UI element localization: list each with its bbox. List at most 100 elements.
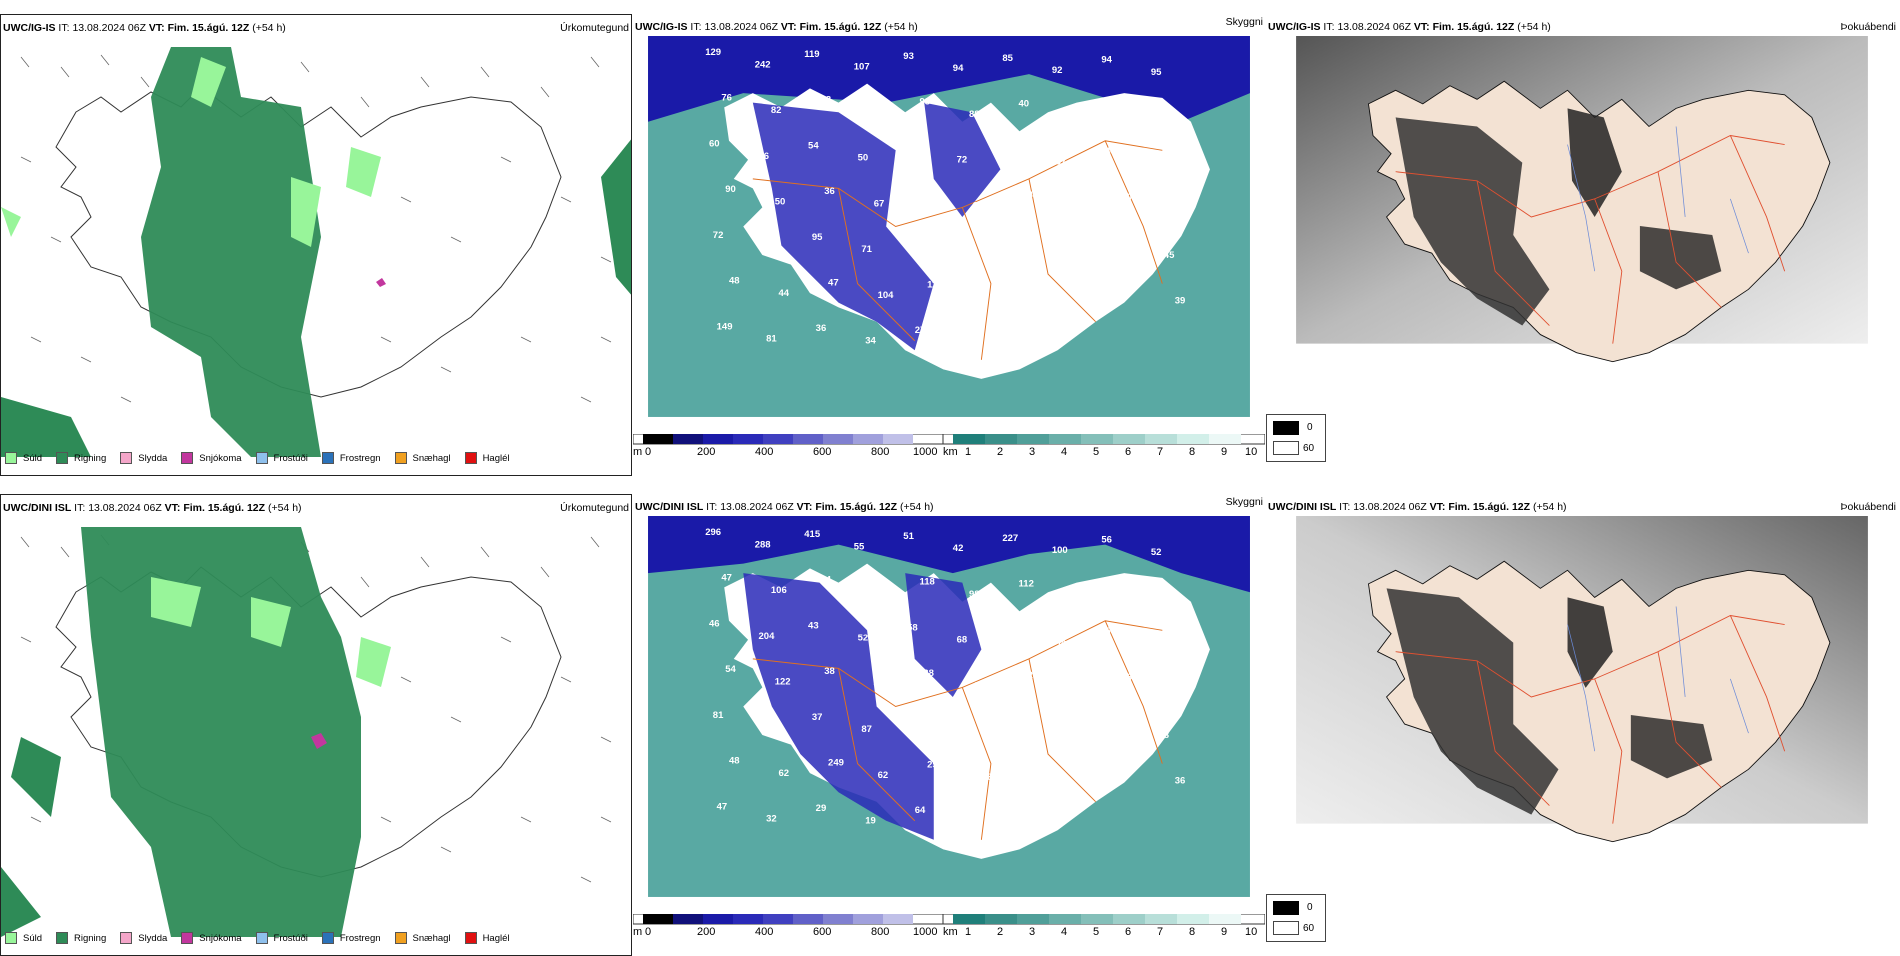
rivers: [1567, 126, 1749, 272]
km-tick: 1: [965, 446, 972, 458]
km-tick: 6: [1125, 446, 1132, 458]
panel-header: UWC/IG-IS IT: 13.08.2024 06Z VT: Fim. 15…: [1, 15, 631, 45]
visibility-value: 66: [1109, 238, 1120, 249]
precip-map: [1, 47, 631, 457]
fog-key-dark-label: 0: [1307, 902, 1313, 913]
visibility-value: 44: [779, 288, 790, 299]
precip-panel-dini: UWC/DINI ISL IT: 13.08.2024 06Z VT: Fim.…: [0, 494, 632, 956]
visibility-value: 72: [957, 155, 968, 166]
legend-item: Slydda: [120, 452, 167, 464]
visibility-value: 81: [766, 334, 777, 345]
km-colorbar-strip: [943, 434, 1265, 445]
km-colorbar: km 1 2 3 4 5 6 7 8 9 10: [943, 914, 1265, 944]
header-text: UWC/DINI ISL IT: 13.08.2024 06Z VT: Fim.…: [1268, 501, 1567, 513]
visibility-value: 38: [923, 668, 934, 679]
visibility-value: 41: [1068, 111, 1079, 122]
height-tick: 0: [645, 926, 652, 938]
fog-panel-dini: UWC/DINI ISL IT: 13.08.2024 06Z VT: Fim.…: [1266, 494, 1898, 956]
visibility-value: 112: [1019, 578, 1034, 589]
visibility-value: 47: [828, 278, 839, 289]
visibility-value: 56: [1101, 535, 1112, 546]
fog-key: 0 60: [1266, 894, 1326, 942]
visibility-value: 55: [1155, 158, 1166, 169]
precip-panel-ig: UWC/IG-IS IT: 13.08.2024 06Z VT: Fim. 15…: [0, 14, 632, 476]
visibility-value: 62: [779, 768, 790, 779]
legend-item: Frostúði: [255, 932, 308, 944]
road-network: [752, 140, 1163, 360]
visibility-value: 40: [1019, 98, 1030, 109]
visibility-value: 58: [907, 622, 918, 633]
visibility-value: 48: [729, 756, 740, 767]
legend-swatch: [120, 932, 133, 944]
visibility-value: 62: [878, 770, 889, 781]
panel-header: UWC/IG-IS IT: 13.08.2024 06Z VT: Fim. 15…: [633, 14, 1265, 44]
legend-item: Snæhagl: [394, 452, 451, 464]
visibility-value: 129: [705, 47, 721, 58]
visibility-values: 129 242 119 107 93 94 85 92 94 95 76 82 88 96 93 88 40 41…: [705, 47, 1185, 348]
visibility-value: 96: [870, 107, 881, 118]
visibility-map: 129 242 119 107 93 94 85 92 94 95 76 82 88 96 93 88 40 41…: [648, 36, 1250, 417]
visibility-value: 406: [1068, 591, 1084, 602]
legend-item: Snjókoma: [181, 452, 242, 464]
visibility-value: 40: [977, 292, 988, 303]
header-text: UWC/IG-IS IT: 13.08.2024 06Z VT: Fim. 15…: [1268, 21, 1551, 33]
visibility-value: 145: [1159, 250, 1176, 261]
wind-barbs: [20, 54, 612, 403]
height-colorbar-strip: [633, 914, 943, 925]
height-tick: 200: [697, 446, 716, 458]
visibility-value: 29: [816, 803, 827, 814]
panel-title: Úrkomutegund: [560, 502, 629, 514]
visibility-value: 36: [1175, 776, 1186, 787]
visibility-value: 76: [721, 93, 732, 104]
visibility-value: 118: [919, 577, 934, 588]
visibility-value: 47: [1125, 763, 1136, 774]
visibility-value: 136: [1014, 327, 1030, 338]
visibility-value: 94: [953, 63, 964, 74]
visibility-value: 296: [705, 527, 721, 538]
visibility-value: 54: [808, 140, 819, 151]
legend-item: Haglél: [464, 452, 510, 464]
visibility-value: 249: [828, 758, 844, 769]
visibility-value: 57: [1056, 157, 1067, 168]
visibility-value: 768: [762, 722, 778, 733]
visibility-value: 99: [1171, 684, 1182, 695]
visibility-value: 242: [755, 59, 771, 70]
visibility-value: 90: [725, 184, 736, 195]
visibility-value: 95: [1151, 67, 1162, 78]
road-network: [1395, 135, 1786, 344]
legend-swatch: [394, 932, 407, 944]
panel-title: Skyggni: [1225, 16, 1263, 28]
visibility-value: 47: [721, 573, 732, 584]
header-text: UWC/IG-IS IT: 13.08.2024 06Z VT: Fim. 15…: [635, 21, 918, 33]
km-tick: 3: [1029, 446, 1036, 458]
legend-swatch: [255, 932, 268, 944]
rivers: [1567, 606, 1749, 752]
height-colorbar-strip: [633, 434, 943, 445]
visibility-value: 93: [903, 51, 914, 62]
panel-header: UWC/IG-IS IT: 13.08.2024 06Z VT: Fim. 15…: [1266, 14, 1898, 44]
visibility-value: 53: [1155, 638, 1166, 649]
visibility-value: 48: [729, 276, 740, 287]
fog-key: 0 60: [1266, 414, 1326, 462]
height-tick: 600: [813, 446, 832, 458]
height-tick: 800: [871, 926, 890, 938]
km-tick: 9: [1221, 926, 1228, 938]
fog-map: [1296, 36, 1868, 363]
visibility-value: 60: [709, 138, 720, 149]
legend-swatch: [181, 932, 194, 944]
visibility-panel-ig: UWC/IG-IS IT: 13.08.2024 06Z VT: Fim. 15…: [633, 14, 1265, 476]
visibility-value: 47: [923, 188, 934, 199]
visibility-value: 72: [713, 230, 724, 241]
visibility-value: 288: [755, 539, 771, 550]
legend-item: Slydda: [120, 932, 167, 944]
visibility-value: 38: [824, 666, 835, 677]
visibility-value: 186: [1026, 761, 1042, 772]
panel-header: UWC/DINI ISL IT: 13.08.2024 06Z VT: Fim.…: [1266, 494, 1898, 524]
legend-swatch: [394, 452, 407, 464]
visibility-value: 122: [775, 677, 791, 688]
legend-swatch: [120, 452, 133, 464]
visibility-value: 34: [964, 338, 975, 349]
visibility-value: 66: [1121, 672, 1132, 683]
legend-item: Haglél: [464, 932, 510, 944]
visibility-value: 227: [1002, 533, 1018, 544]
